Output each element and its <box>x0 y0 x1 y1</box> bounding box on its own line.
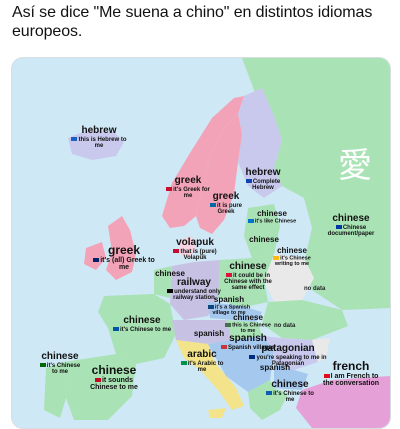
label-hebrew-finland: hebrew Complete Hebrew <box>238 168 288 192</box>
label-spanish-croatia: spanish <box>193 329 225 338</box>
post-title: Así se dice "Me suena a chino" en distin… <box>12 4 373 40</box>
label-chinese-spain: chinese it sounds Chinese to me <box>84 364 144 391</box>
region-italy <box>176 340 244 410</box>
region-alps <box>172 320 232 344</box>
label-railway-germany: railway understand only railway station <box>164 278 224 302</box>
label-chinese-france: chinese it's Chinese to me <box>112 316 172 334</box>
region-bulgaria <box>274 364 308 390</box>
europe-map: 愛 hebrew this is Hebrew to me greek it's… <box>11 57 391 429</box>
label-chinese-russia: chinese Chinese document/paper <box>314 214 388 238</box>
label-greek-sweden: greek it is pure Greek <box>208 192 244 216</box>
label-chinese-lithuania: chinese it's Chinese writing to me <box>264 247 320 267</box>
label-spanish-serbia: spanish Spanish villages <box>220 334 276 352</box>
label-chinese-estonia: chinese it's like Chinese <box>244 210 300 225</box>
label-french-turkey: french I am French to the conversation <box>318 360 384 387</box>
label-chinese-netherlands: chinese <box>155 269 185 278</box>
label-chinese-portugal: chinese it's Chinese to me <box>38 352 82 376</box>
nodata-moldova-label: no data <box>274 323 296 329</box>
region-finland <box>238 88 282 198</box>
label-spanish-bulgaria: spanish <box>259 363 291 372</box>
region-russia <box>242 58 390 310</box>
label-volapuk-denmark: volapuk that is (pure) Volapük <box>170 238 220 262</box>
label-arabic-italy: arabic it's Arabic to me <box>176 350 228 374</box>
label-spanish-czech: spanish it's a Spanish village to me <box>204 296 254 316</box>
label-chinese-hungary: chinese this is Chinese to me <box>224 314 272 334</box>
region-portugal <box>44 362 66 418</box>
chinese-character-glyph: 愛 <box>338 146 372 186</box>
region-sicily <box>208 408 226 418</box>
label-greek-uk: greek it's (all) Greek to me <box>92 244 156 271</box>
label-chinese-latvia: chinese <box>249 235 279 244</box>
label-greek-norway: greek it's Greek for me <box>162 176 214 200</box>
label-chinese-poland: chinese it could be in Chinese with the … <box>218 262 278 292</box>
nodata-belarus-label: no data <box>304 286 326 292</box>
region-turkey <box>296 376 390 428</box>
region-ukraine <box>262 300 348 340</box>
label-hebrew-iceland: hebrew this is Hebrew to me <box>68 126 130 150</box>
label-chinese-greece: chinese it's Chinese to me <box>262 380 318 404</box>
label-patagonian-romania: patagonian you're speaking to me in Pata… <box>248 344 328 368</box>
